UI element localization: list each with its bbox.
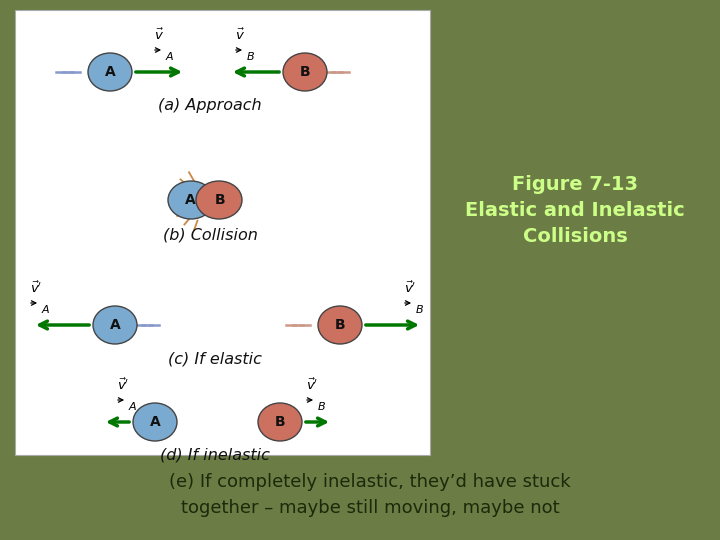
Text: A: A <box>129 402 137 412</box>
Text: (c) If elastic: (c) If elastic <box>168 351 262 366</box>
Text: A: A <box>166 52 174 62</box>
Text: B: B <box>300 65 310 79</box>
Text: (a) Approach: (a) Approach <box>158 98 262 113</box>
Text: Figure 7-13: Figure 7-13 <box>512 176 638 194</box>
Text: A: A <box>184 193 195 207</box>
Text: $\vec{v}$: $\vec{v}$ <box>235 28 245 43</box>
Text: $\vec{v}$: $\vec{v}$ <box>154 28 164 43</box>
FancyBboxPatch shape <box>15 10 430 455</box>
Text: Elastic and Inelastic: Elastic and Inelastic <box>465 201 685 220</box>
Ellipse shape <box>93 306 137 344</box>
Text: $\vec{v}'$: $\vec{v}'$ <box>404 281 416 296</box>
Text: B: B <box>275 415 285 429</box>
Ellipse shape <box>88 53 132 91</box>
Text: (b) Collision: (b) Collision <box>163 228 258 243</box>
Ellipse shape <box>133 403 177 441</box>
Text: A: A <box>150 415 161 429</box>
Text: Collisions: Collisions <box>523 227 627 246</box>
Text: A: A <box>104 65 115 79</box>
Text: B: B <box>215 193 225 207</box>
Text: A: A <box>109 318 120 332</box>
Ellipse shape <box>283 53 327 91</box>
Ellipse shape <box>168 181 214 219</box>
Ellipse shape <box>318 306 362 344</box>
Text: B: B <box>247 52 255 62</box>
Ellipse shape <box>258 403 302 441</box>
Text: $\vec{v}'$: $\vec{v}'$ <box>117 377 130 393</box>
Text: (d) If inelastic: (d) If inelastic <box>160 448 270 463</box>
Text: together – maybe still moving, maybe not: together – maybe still moving, maybe not <box>181 499 559 517</box>
Text: A: A <box>42 305 50 315</box>
Text: (e) If completely inelastic, they’d have stuck: (e) If completely inelastic, they’d have… <box>169 473 571 491</box>
Text: $\vec{v}'$: $\vec{v}'$ <box>30 281 42 296</box>
Text: B: B <box>335 318 346 332</box>
Text: B: B <box>416 305 423 315</box>
Ellipse shape <box>196 181 242 219</box>
Text: $\vec{v}'$: $\vec{v}'$ <box>306 377 318 393</box>
Text: B: B <box>318 402 325 412</box>
